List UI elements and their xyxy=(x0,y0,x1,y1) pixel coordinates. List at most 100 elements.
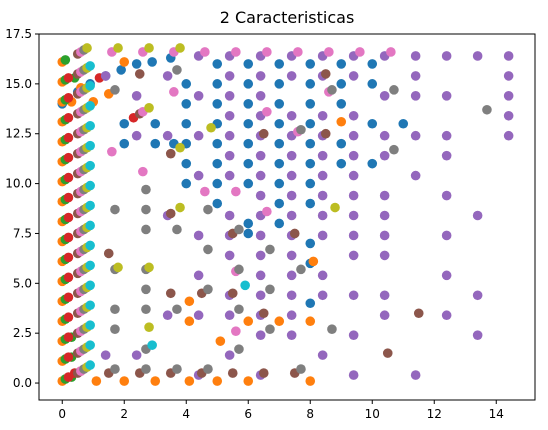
data-point xyxy=(82,43,92,53)
data-point xyxy=(147,340,157,350)
data-point xyxy=(413,308,424,319)
data-point xyxy=(193,230,204,241)
data-point xyxy=(63,212,74,223)
data-point xyxy=(327,85,337,95)
data-point xyxy=(119,57,130,67)
data-point xyxy=(184,296,195,307)
data-point xyxy=(265,284,275,295)
data-point xyxy=(243,228,254,239)
data-point xyxy=(367,118,378,129)
data-point xyxy=(116,65,126,75)
data-point xyxy=(224,130,235,141)
data-point xyxy=(203,204,213,215)
data-point xyxy=(212,158,223,169)
data-point xyxy=(441,51,452,61)
data-point xyxy=(224,91,235,101)
data-point xyxy=(63,152,74,163)
data-point xyxy=(410,71,421,81)
data-point xyxy=(262,106,272,117)
y-tick-label: 12.5 xyxy=(5,127,32,141)
data-point xyxy=(305,238,316,249)
data-point xyxy=(243,118,254,129)
data-point xyxy=(107,146,117,157)
data-point xyxy=(379,310,390,321)
data-point xyxy=(296,124,306,135)
data-point xyxy=(255,290,266,301)
data-point xyxy=(274,178,285,189)
data-point xyxy=(389,144,399,155)
data-point xyxy=(243,99,254,109)
data-point xyxy=(110,304,120,315)
data-point xyxy=(348,250,359,261)
data-point xyxy=(289,228,300,239)
data-point xyxy=(63,172,74,183)
data-point xyxy=(85,260,95,271)
data-point xyxy=(336,59,347,69)
data-point xyxy=(181,178,192,189)
x-tick-label: 2 xyxy=(120,407,128,421)
data-point xyxy=(293,47,303,57)
data-point xyxy=(379,230,390,241)
data-point xyxy=(212,376,223,386)
y-tick-label: 15.0 xyxy=(5,77,32,91)
data-point xyxy=(184,316,195,327)
data-point xyxy=(91,376,102,386)
data-point xyxy=(274,218,285,229)
data-point xyxy=(224,170,235,181)
data-point xyxy=(336,138,347,149)
data-point xyxy=(317,270,328,281)
data-point xyxy=(85,81,95,91)
data-point xyxy=(227,288,238,299)
data-point xyxy=(60,55,71,65)
data-point xyxy=(255,170,266,181)
data-point xyxy=(243,59,254,69)
x-tick-label: 12 xyxy=(427,407,442,421)
data-point xyxy=(255,270,266,281)
data-point xyxy=(286,270,297,281)
data-point xyxy=(482,104,492,115)
data-point xyxy=(389,85,399,95)
data-point xyxy=(441,190,452,201)
data-point xyxy=(63,93,74,103)
data-point xyxy=(227,368,238,378)
data-point xyxy=(234,224,244,235)
data-point xyxy=(193,310,204,321)
x-axis: 0 2 4 6 8 10 12 14 xyxy=(58,400,504,421)
data-point xyxy=(85,180,95,191)
data-point xyxy=(379,150,390,161)
data-point xyxy=(240,280,250,291)
data-point xyxy=(286,330,297,340)
data-point xyxy=(162,130,173,141)
data-point xyxy=(63,252,74,263)
data-point xyxy=(193,270,204,281)
data-point xyxy=(184,376,195,386)
data-point xyxy=(305,59,316,69)
data-point xyxy=(336,99,347,109)
data-point xyxy=(243,158,254,169)
data-point xyxy=(193,91,204,101)
data-point xyxy=(110,85,120,95)
data-point xyxy=(367,59,378,69)
x-tick-label: 10 xyxy=(365,407,380,421)
data-point xyxy=(165,288,176,299)
data-point xyxy=(379,190,390,201)
data-point xyxy=(286,71,297,81)
data-point xyxy=(243,376,254,386)
data-point xyxy=(274,316,285,327)
data-point xyxy=(348,150,359,161)
data-point xyxy=(324,47,334,57)
data-point xyxy=(63,292,74,303)
y-tick-label: 2.5 xyxy=(13,326,32,340)
data-point xyxy=(200,186,210,197)
data-point xyxy=(150,138,161,149)
data-point xyxy=(144,103,154,113)
data-point xyxy=(85,280,95,291)
data-point xyxy=(258,128,269,139)
data-point xyxy=(262,206,272,217)
data-point xyxy=(212,138,223,149)
data-point xyxy=(63,132,74,143)
data-point xyxy=(255,150,266,161)
data-point xyxy=(234,344,244,354)
data-point xyxy=(162,310,173,321)
